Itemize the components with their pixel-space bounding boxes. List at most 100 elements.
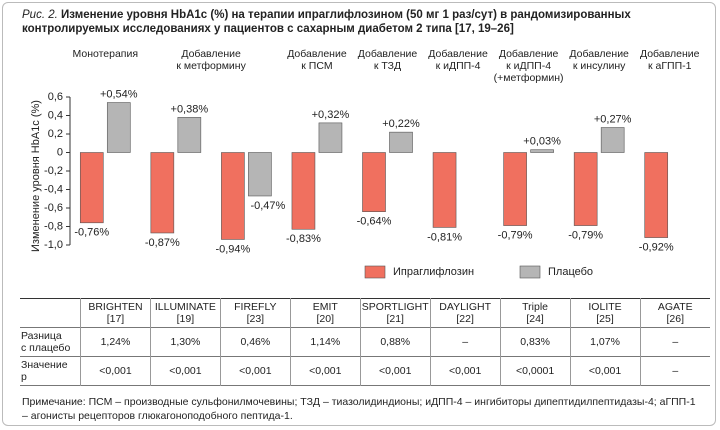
bar	[318, 122, 343, 153]
value-label: -0,76%	[74, 227, 109, 239]
figure-label: Рис. 2.	[22, 9, 58, 21]
value-label: +0,54%	[100, 88, 138, 100]
trial-ref: [21]	[386, 313, 404, 325]
y-axis-label: Изменение уровня HbA1c (%)	[30, 100, 42, 252]
bar	[79, 152, 104, 224]
y-tick-label: 0,2	[48, 128, 63, 140]
bar	[389, 131, 413, 153]
value-label: -0,83%	[286, 233, 321, 245]
value-label: -0,64%	[357, 216, 392, 228]
category-label: Добавление к иДПП-4	[428, 48, 488, 72]
bar	[221, 152, 245, 240]
table-cell: <0,001	[429, 356, 501, 386]
trial-ref: [19]	[176, 313, 195, 325]
row-label: Значение p	[21, 359, 68, 383]
row-label: Разница с плацебо	[21, 330, 71, 354]
table-cell: <0,001	[289, 356, 361, 386]
trial-ref: [23]	[246, 313, 265, 325]
category-label: Монотерапия	[72, 48, 139, 60]
chart: -1,0 -0,8 -0,6 -0,4 -0,2 0 0,2 0,4 0,6 Изменение …	[30, 88, 674, 279]
table-cell: <0,001	[219, 356, 291, 386]
table-cell: <0,001	[569, 356, 640, 386]
value-label: -0,94%	[215, 243, 250, 255]
y-tick-label: 0,6	[48, 91, 63, 103]
bar	[291, 152, 316, 230]
table-cell: 1,07%	[569, 327, 640, 357]
value-label: -0,79%	[498, 229, 533, 241]
y-tick-label: -0,4	[44, 183, 63, 195]
category-label: Добавление к инсулину	[569, 48, 629, 72]
column-header: Triple [24]	[499, 298, 571, 328]
table-cell: <0,0001	[499, 356, 571, 386]
trial-name: BRIGHTEN	[88, 301, 143, 313]
column-header: IOLITE [25]	[569, 298, 640, 328]
column-header: ILLUMINATE [19]	[149, 298, 221, 328]
trial-name: IOLITE	[588, 301, 622, 313]
trial-name: ILLUMINATE	[154, 301, 216, 313]
table-cell: <0,001	[80, 356, 151, 386]
trial-ref: [20]	[316, 313, 335, 325]
trial-name: DAYLIGHT	[439, 301, 492, 313]
column-header: SPORTLIGHT [21]	[359, 298, 431, 328]
table-row: Значение p <0,001 <0,001 <0,001 <0,001 <0,001…	[20, 356, 710, 386]
table-cell: 0,83%	[499, 327, 571, 357]
table-cell: 0,88%	[359, 327, 431, 357]
table-header: BRIGHTEN [17] ILLUMINATE [19] FIREFLY [23] EMI…	[20, 298, 710, 328]
y-tick-label: -0,2	[44, 165, 63, 177]
table-cell: –	[639, 356, 710, 386]
bar	[362, 152, 386, 213]
y-tick-label: -1,0	[44, 239, 63, 251]
column-header: AGATE [26]	[639, 298, 710, 328]
bar	[106, 102, 131, 153]
trial-ref: [22]	[456, 313, 474, 325]
table-cell: 1,14%	[289, 327, 361, 357]
trial-name: Triple	[522, 301, 549, 313]
y-tick-label: 0	[57, 146, 63, 158]
trial-name: EMIT	[312, 301, 338, 313]
table-cell: 0,46%	[219, 327, 291, 357]
trial-name: SPORTLIGHT	[361, 301, 429, 313]
frame	[2, 2, 716, 426]
chart-title: Изменение уровня HbA1c (%) на терапии ип…	[22, 9, 631, 35]
bar	[503, 152, 527, 226]
results-table: BRIGHTEN [17] ILLUMINATE [19] FIREFLY [23] EMI…	[20, 298, 710, 386]
category-label: Добавление к ПСМ	[287, 48, 347, 72]
value-label: -0,47%	[250, 200, 285, 212]
trial-ref: [17]	[106, 313, 125, 325]
y-tick-label: 0,4	[48, 109, 63, 121]
legend-swatch	[364, 265, 386, 279]
trial-name: FIREFLY	[234, 301, 277, 313]
category-label: Добавление к метформину	[176, 48, 246, 72]
column-header: FIREFLY [23]	[219, 298, 291, 328]
value-label: -0,81%	[427, 231, 462, 243]
column-header: BRIGHTEN [17]	[80, 298, 151, 328]
table-cell: <0,001	[149, 356, 221, 386]
column-header: DAYLIGHT [22]	[429, 298, 501, 328]
bar	[150, 152, 175, 234]
bar	[432, 152, 457, 228]
value-label: -0,92%	[639, 242, 674, 254]
trial-ref: [26]	[666, 313, 684, 325]
y-tick-label: -0,6	[44, 202, 63, 214]
corner	[20, 299, 81, 328]
value-label: +0,38%	[171, 103, 209, 115]
legend-label: Плацебо	[548, 266, 593, 278]
value-label: -0,87%	[145, 237, 180, 249]
value-label: +0,03%	[523, 136, 561, 148]
table-row: Разница с плацебо 1,24% 1,30% 0,46% 1,14% 0,8…	[20, 327, 710, 357]
value-label: -0,79%	[568, 229, 603, 241]
value-label: +0,22%	[382, 118, 420, 130]
table-cell: –	[639, 327, 710, 357]
bar	[600, 127, 625, 153]
table-cell: –	[429, 327, 501, 357]
category-label: Добавление к иДПП-4 (+метформин)	[493, 48, 564, 84]
table-body: Разница с плацебо 1,24% 1,30% 0,46% 1,14% 0,8…	[20, 327, 710, 386]
table-cell: <0,001	[359, 356, 431, 386]
table-cell: 1,24%	[80, 327, 151, 357]
category-label: Добавление к аГПП-1	[639, 48, 700, 72]
note: Примечание: ПСМ – производные сульфонилм…	[22, 396, 696, 422]
value-label: +0,32%	[312, 109, 350, 121]
trial-name: AGATE	[657, 301, 693, 313]
y-tick-label: -0,8	[44, 220, 63, 232]
